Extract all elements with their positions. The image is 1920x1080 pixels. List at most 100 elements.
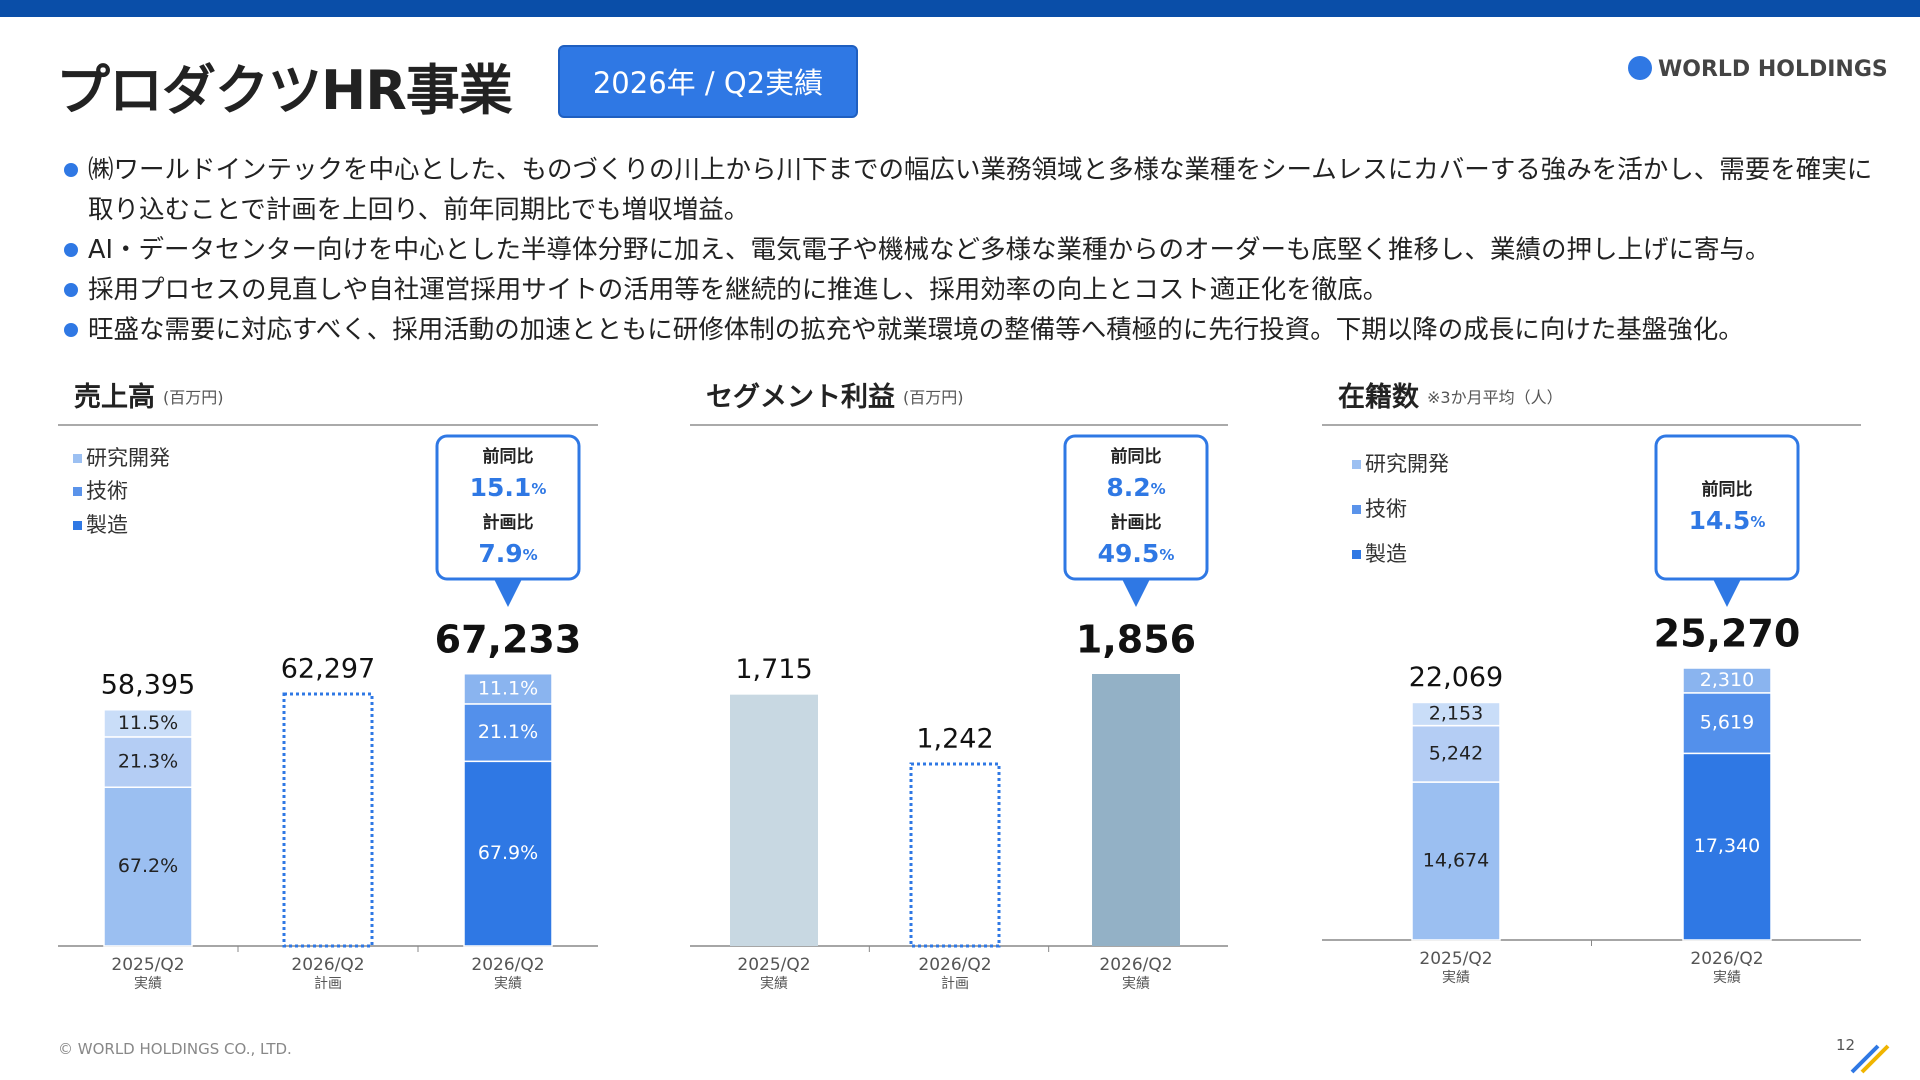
bullet: 旺盛な需要に対応すべく、採用活動の加速とともに研修体制の拡充や就業環境の整備等へ… [62,310,1882,350]
total-label: 25,270 [1654,612,1801,656]
callout-number: 8.2 [1106,473,1150,502]
logo-icon [1628,56,1652,80]
segment-label: 14,674 [1423,850,1489,872]
callout-unit: % [523,546,538,564]
callout-label: 前同比 [1702,479,1753,500]
x-tick-sublabel: 実績 [494,976,522,992]
x-tick-sublabel: 計画 [941,976,969,992]
bar-segment [103,736,193,788]
x-tick-sublabel: 実績 [1442,970,1470,986]
chart-unit: (百万円) [163,388,224,407]
total-label: 1,715 [735,654,812,685]
bar-segment [103,709,193,738]
callout-pointer [1122,579,1150,607]
segment-label: 11.1% [478,677,538,699]
segment-label: 21.1% [478,721,538,743]
x-tick-label: 2025/Q2 [737,955,810,975]
legend-label: 技術 [86,479,128,503]
legend-swatch [1352,550,1361,559]
plan-bar [282,692,374,948]
bar [1092,674,1180,946]
callout-label: 前同比 [1111,446,1162,467]
legend-swatch [73,487,82,496]
callout-value: 15.1% [470,473,547,502]
x-tick-label: 2026/Q2 [291,955,364,975]
x-tick-label: 2026/Q2 [918,955,991,975]
callout-number: 49.5 [1098,539,1160,568]
chart-unit: (百万円) [903,388,964,407]
segment-label: 2,153 [1429,703,1483,725]
bar-segment [1682,692,1772,755]
bullet: 採用プロセスの見直しや自社運営採用サイトの活用等を継続的に推進し、採用効率の向上… [62,270,1882,310]
bar-segment [103,786,193,947]
callout-pointer [494,579,522,607]
callout-number: 7.9 [478,539,522,568]
x-tick-label: 2026/Q2 [1690,949,1763,969]
callout-unit: % [1750,513,1765,531]
chart-title: 売上高 (百万円) [74,381,224,413]
plan-bar [909,762,1001,948]
period-badge: 2026年 / Q2実績 [558,45,858,118]
bullet: ㈱ワールドインテックを中心とした、ものづくりの川上から川下までの幅広い業務領域と… [62,150,1882,230]
x-tick-sublabel: 実績 [1122,976,1150,992]
segment-label: 17,340 [1694,835,1760,857]
callout-value: 49.5% [1098,539,1175,568]
callout-number: 15.1 [470,473,532,502]
total-label: 1,856 [1076,618,1196,662]
corner-stripe [1860,1044,1890,1074]
logo: WORLD HOLDINGS [1628,56,1888,82]
segment-label: 5,619 [1700,712,1754,734]
copyright: © WORLD HOLDINGS CO., LTD. [58,1040,292,1058]
chart-title: セグメント利益 (百万円) [706,381,964,413]
legend-label: 製造 [86,513,128,537]
segment-label: 67.9% [478,842,538,864]
total-label: 67,233 [435,618,582,662]
total-label: 22,069 [1409,662,1503,693]
callout-unit: % [1159,546,1174,564]
bar [730,694,818,946]
top-bar [0,0,1920,17]
bullet-list: ㈱ワールドインテックを中心とした、ものづくりの川上から川下までの幅広い業務領域と… [62,150,1882,350]
slide-title: プロダクツHR事業 [56,59,513,122]
segment-label: 11.5% [118,712,178,734]
legend-label: 研究開発 [1365,452,1449,476]
chart-title-text: セグメント利益 [706,381,895,413]
segment-label: 21.3% [118,751,178,773]
total-label: 62,297 [281,653,375,684]
x-tick-label: 2025/Q2 [1419,949,1492,969]
x-tick-sublabel: 計画 [314,976,342,992]
callout-pointer [1713,579,1741,607]
callout-value: 8.2% [1106,473,1165,502]
callout-label: 前同比 [483,446,534,467]
page-number: 12 [1836,1036,1856,1054]
chart-unit: ※3か月平均（人） [1427,388,1563,407]
bar-segment [463,672,553,705]
segment-label: 67.2% [118,855,178,877]
legend-swatch [1352,505,1361,514]
x-tick-sublabel: 実績 [1713,970,1741,986]
chart-title-text: 在籍数 [1338,381,1420,413]
segment-label: 5,242 [1429,742,1483,764]
callout-value: 7.9% [478,539,537,568]
bar-segment [1682,752,1772,941]
callout-number: 14.5 [1689,506,1751,535]
legend-label: 研究開発 [86,446,170,470]
x-tick-label: 2025/Q2 [111,955,184,975]
corner-stripe [1850,1044,1880,1074]
bar-segment [463,760,553,947]
x-tick-sublabel: 実績 [134,976,162,992]
bar-segment [1411,701,1501,727]
chart-title: 在籍数 ※3か月平均（人） [1338,381,1563,413]
bar-segment [1682,667,1772,694]
x-tick-sublabel: 実績 [760,976,788,992]
chart-title-text: 売上高 [74,381,155,413]
callout-label: 計画比 [1111,512,1162,533]
callout-unit: % [1151,480,1166,498]
callout-value: 14.5% [1689,506,1766,535]
callout-unit: % [531,480,546,498]
callout-label: 計画比 [483,512,534,533]
legend-label: 技術 [1365,497,1407,521]
x-tick-label: 2026/Q2 [1099,955,1172,975]
